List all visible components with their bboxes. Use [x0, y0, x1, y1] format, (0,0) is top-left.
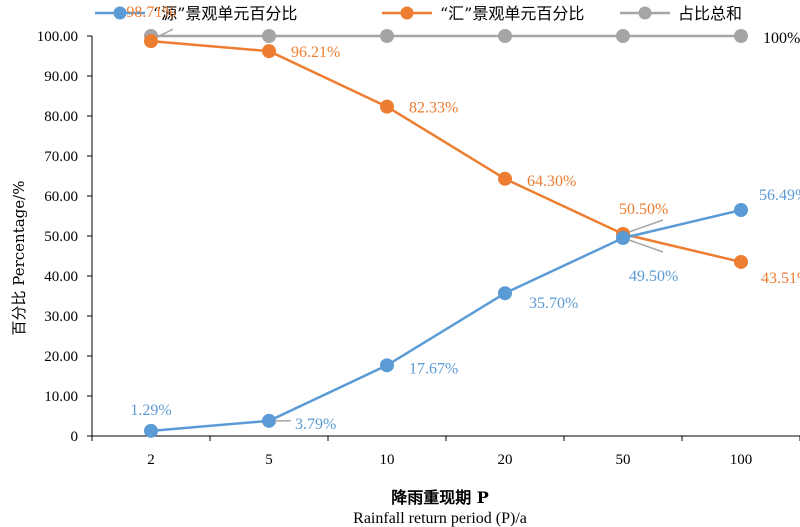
legend-label: 占比总和 — [678, 4, 742, 23]
data-point — [498, 286, 512, 301]
y-tick-label: 10.00 — [44, 389, 78, 405]
x-axis: 2 5 10 20 50 100 — [91, 435, 800, 468]
data-label: 35.70% — [529, 295, 578, 312]
data-point — [734, 29, 748, 43]
y-tick-label: 20.00 — [44, 349, 78, 365]
y-tick-label: 30.00 — [44, 309, 78, 325]
data-point — [734, 254, 748, 269]
legend-marker — [638, 6, 652, 20]
x-axis-title: 降雨重现期 P — [391, 488, 489, 507]
data-label: 3.79% — [295, 416, 336, 433]
y-tick-label: 70.00 — [44, 149, 78, 165]
x-tick-label: 10 — [380, 452, 395, 468]
y-axis: 0 10.00 20.00 30.00 40.00 50.00 60.00 70.00 80.0… — [37, 29, 93, 445]
data-point — [498, 29, 512, 43]
data-label: 50.50% — [619, 201, 668, 218]
series-line — [150, 208, 742, 433]
data-label: 100% — [763, 30, 800, 47]
y-tick-label: 80.00 — [44, 109, 78, 125]
data-point — [734, 203, 748, 218]
data-label: 98.71% — [126, 4, 175, 21]
series-line — [150, 39, 742, 264]
legend-marker — [400, 6, 414, 20]
data-point — [616, 29, 630, 43]
data-point — [262, 29, 276, 43]
y-axis-title: 百分比 Percentage/% — [10, 181, 28, 336]
x-tick-label: 2 — [147, 452, 155, 468]
data-label: 64.30% — [527, 173, 576, 190]
data-point — [380, 358, 394, 373]
x-tick-label: 5 — [265, 452, 273, 468]
y-tick-label: 40.00 — [44, 269, 78, 285]
series-layer — [144, 29, 748, 438]
x-tick-label: 20 — [498, 452, 513, 468]
data-label: 82.33% — [409, 100, 458, 117]
legend-label: “源”景观单元百分比 — [153, 4, 297, 23]
x-axis-title-en: Rainfall return period (P)/a — [353, 510, 527, 527]
data-label: 1.29% — [130, 402, 171, 419]
y-tick-label: 60.00 — [44, 189, 78, 205]
data-point — [616, 231, 630, 245]
x-tick-label: 100 — [730, 452, 753, 468]
leader-line — [156, 28, 174, 38]
y-tick-label: 100.00 — [37, 29, 78, 45]
y-tick-label: 90.00 — [44, 69, 78, 85]
data-label: 56.49% — [759, 187, 800, 204]
leader-line — [628, 219, 664, 233]
legend: “源”景观单元百分比 “汇”景观单元百分比 占比总和 — [95, 4, 742, 23]
data-label: 17.67% — [409, 360, 458, 377]
data-point — [380, 99, 394, 114]
data-point — [498, 171, 512, 186]
data-label: 43.51% — [761, 270, 800, 287]
data-labels: 1.29% 3.79% 17.67% 35.70% 49.50% 56.49% 98.71%… — [126, 4, 800, 433]
x-tick-label: 50 — [616, 452, 631, 468]
legend-label: “汇”景观单元百分比 — [440, 4, 584, 23]
leader-line — [628, 239, 664, 253]
data-point — [144, 423, 158, 438]
data-point — [144, 34, 158, 49]
y-tick-label: 50.00 — [44, 229, 78, 245]
y-tick-label: 0 — [71, 429, 79, 445]
data-label: 96.21% — [291, 44, 340, 61]
data-label: 49.50% — [629, 268, 678, 285]
data-point — [262, 44, 276, 59]
data-point — [380, 29, 394, 43]
data-point — [262, 413, 276, 428]
legend-marker — [113, 6, 127, 20]
